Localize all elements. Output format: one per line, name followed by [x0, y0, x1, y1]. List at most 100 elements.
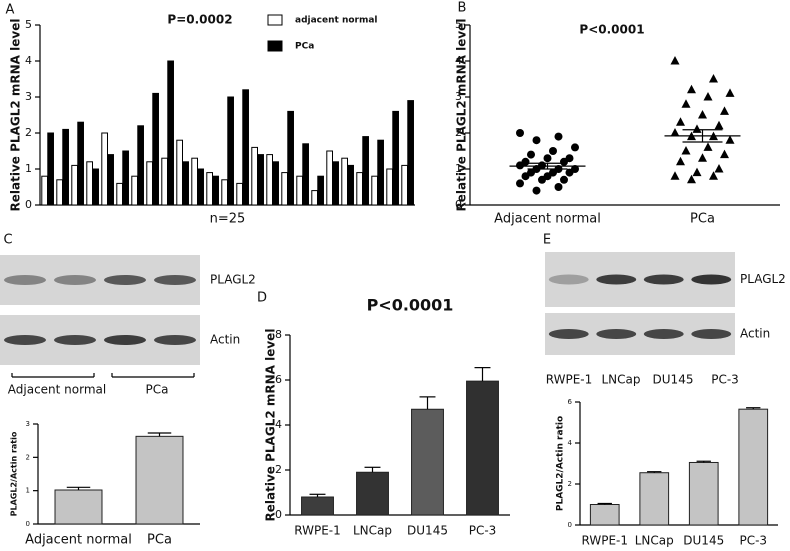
bar — [386, 168, 393, 206]
bar — [302, 143, 309, 206]
bar — [92, 168, 99, 206]
bar — [221, 179, 229, 206]
point — [527, 150, 535, 159]
y-tick-label: 2 — [25, 126, 32, 139]
point — [698, 153, 707, 162]
bar — [392, 110, 399, 206]
panel-label: D — [257, 291, 267, 306]
legend-swatch — [267, 14, 283, 26]
bar — [411, 408, 444, 516]
bar — [116, 182, 124, 206]
x-tick-label: Adjacent normal — [25, 533, 132, 548]
blot-band — [154, 275, 196, 285]
point — [709, 171, 718, 180]
lane-label: LNCap — [601, 373, 640, 387]
bar — [251, 146, 259, 206]
bar — [71, 164, 79, 206]
bar — [356, 471, 389, 516]
blot-band — [104, 335, 146, 345]
panel-label: C — [3, 233, 12, 248]
bar — [347, 164, 354, 206]
y-tick-label: 3 — [26, 420, 30, 428]
blot-band — [154, 335, 196, 345]
chart-title: P<0.0001 — [367, 296, 454, 315]
bar — [212, 175, 219, 206]
blot-band — [54, 275, 96, 285]
point — [692, 167, 702, 177]
bar — [101, 132, 109, 206]
y-tick-label: 0 — [455, 198, 462, 211]
bar — [341, 157, 348, 206]
bar — [332, 161, 339, 206]
bar — [191, 157, 199, 206]
blot-band — [54, 335, 96, 345]
bar — [176, 139, 184, 206]
point — [560, 157, 568, 166]
blot-band — [548, 274, 589, 285]
bar — [122, 150, 129, 206]
bar — [589, 504, 620, 526]
panel-label: E — [543, 233, 551, 248]
blot-band — [104, 275, 146, 285]
bar — [107, 154, 114, 206]
bar — [377, 139, 384, 206]
point — [516, 161, 524, 170]
band-label: Actin — [740, 327, 770, 341]
point — [720, 106, 729, 115]
group-label: PCa — [146, 383, 169, 397]
x-tick-label: PC-3 — [469, 524, 497, 538]
bar — [738, 408, 769, 526]
panel-label: A — [6, 3, 15, 18]
y-tick-label: 0 — [568, 521, 572, 529]
point — [681, 146, 691, 155]
x-tick-label: PCa — [690, 212, 715, 227]
point — [698, 110, 707, 119]
bar — [182, 161, 189, 206]
y-axis-label: PLAGL2/Actin ratio — [10, 431, 19, 516]
y-tick-label: 1 — [455, 162, 462, 175]
blot-band — [4, 275, 46, 285]
point — [516, 179, 524, 188]
point — [725, 135, 735, 144]
blot-band — [596, 274, 637, 285]
y-tick-label: 8 — [275, 328, 282, 341]
point — [571, 143, 579, 152]
bar — [466, 380, 499, 516]
point — [687, 174, 696, 184]
bar — [301, 496, 334, 516]
band-label: PLAGL2 — [210, 273, 256, 287]
bar — [47, 132, 54, 206]
y-tick-label: 4 — [25, 54, 32, 67]
y-tick-label: 0 — [26, 520, 30, 528]
y-tick-label: 4 — [275, 418, 282, 431]
y-tick-label: 3 — [455, 90, 462, 103]
x-tick-label: LNCap — [635, 534, 674, 548]
point — [703, 92, 713, 101]
lane-label: DU145 — [653, 373, 694, 387]
y-tick-label: 2 — [26, 453, 30, 461]
y-axis-label: Relative PLAGL2 mRNA level — [455, 19, 469, 212]
band-label: Actin — [210, 333, 240, 347]
bar — [135, 435, 184, 525]
bar — [281, 172, 288, 206]
x-tick-label: LNCap — [353, 524, 392, 538]
point — [532, 136, 541, 145]
y-axis-label: Relative PLAGL2 mRNA level — [9, 19, 23, 212]
bar — [146, 161, 154, 206]
x-tick-label: PC-3 — [739, 534, 767, 548]
bar — [54, 489, 103, 525]
blot-band — [643, 329, 684, 339]
x-tick-label: DU145 — [683, 534, 724, 548]
bar — [41, 175, 48, 206]
point — [703, 142, 713, 151]
y-tick-label: 3 — [25, 90, 32, 103]
point — [676, 156, 685, 166]
bar — [167, 60, 174, 206]
point — [554, 132, 563, 141]
point — [521, 172, 530, 181]
blot-band — [691, 329, 732, 339]
blot-band — [596, 329, 637, 339]
bar — [311, 190, 318, 206]
point — [670, 128, 680, 137]
bar — [56, 179, 63, 206]
